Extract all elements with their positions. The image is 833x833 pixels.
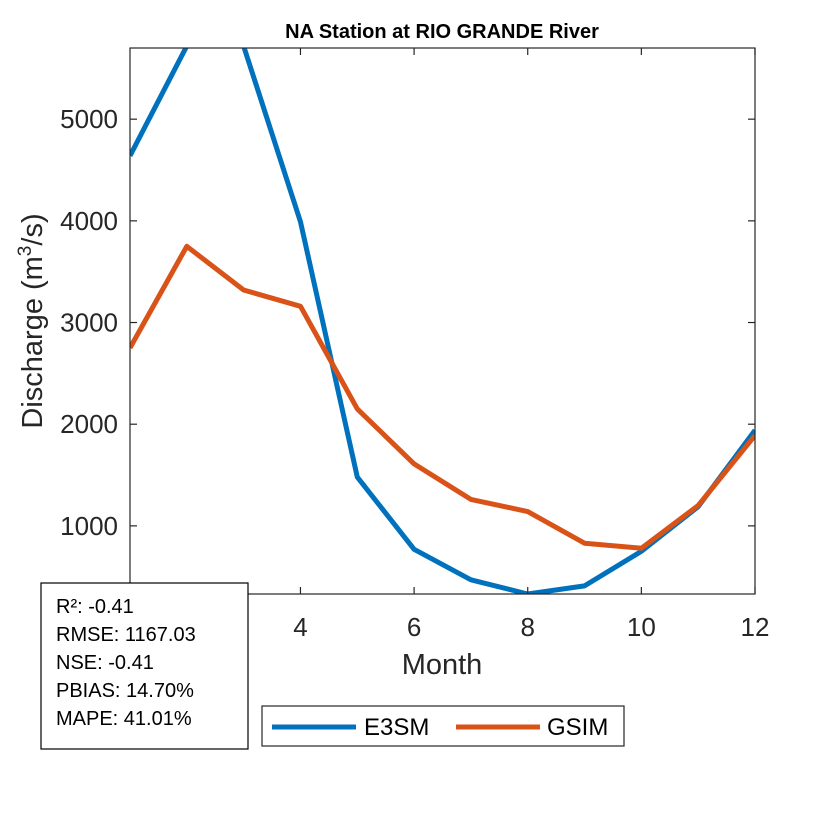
stats-box-frame (40, 582, 249, 750)
y-tick-label-5000: 5000 (60, 104, 118, 134)
stat-pbias: PBIAS: 14.70% (56, 680, 194, 702)
plot-area: 4 6 8 10 12 1000 2000 3000 4000 5000 (60, 47, 769, 642)
series-layer (130, 48, 755, 594)
stats-box: R²: -0.41 RMSE: 1167.03 NSE: -0.41 PBIAS… (40, 582, 249, 750)
y-axis-label-superscript: 3 (15, 246, 36, 257)
stat-r2: R²: -0.41 (56, 596, 134, 618)
y-tick-label-3000: 3000 (60, 308, 118, 338)
x-axis-label: Month (402, 649, 483, 681)
y-axis-label-tail: /s) (17, 213, 49, 245)
tick-layer: 4 6 8 10 12 1000 2000 3000 4000 5000 (60, 48, 769, 642)
x-tick-label-10: 10 (627, 612, 656, 642)
x-tick-label-12: 12 (741, 612, 770, 642)
stat-mape: MAPE: 41.01% (56, 708, 192, 730)
y-axis-label-main: Discharge (m (17, 256, 49, 428)
y-tick-label-2000: 2000 (60, 409, 118, 439)
stat-rmse: RMSE: 1167.03 (56, 624, 196, 646)
y-tick-label-4000: 4000 (60, 206, 118, 236)
series-line-gsim (130, 243, 755, 551)
chart-title: NA Station at RIO GRANDE River (285, 21, 599, 43)
x-tick-label-4: 4 (293, 612, 307, 642)
y-axis-label: Discharge (m3/s) (15, 213, 49, 428)
legend-label-gsim: GSIM (547, 714, 608, 741)
stat-nse: NSE: -0.41 (56, 652, 154, 674)
plot-background (130, 48, 755, 594)
plot-frame (129, 47, 756, 595)
legend-label-e3sm: E3SM (364, 714, 429, 741)
y-tick-label-1000: 1000 (60, 511, 118, 541)
legend: E3SM GSIM (261, 705, 625, 747)
x-tick-label-6: 6 (407, 612, 421, 642)
x-tick-label-8: 8 (520, 612, 534, 642)
